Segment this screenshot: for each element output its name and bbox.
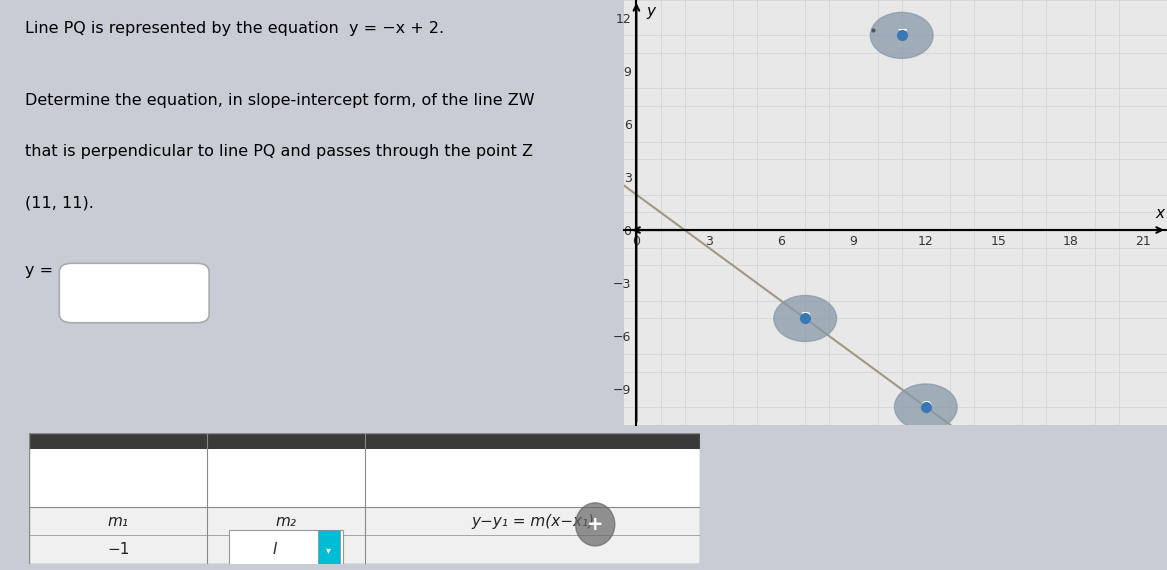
Text: x: x: [1155, 206, 1165, 221]
Bar: [29, 449, 700, 507]
Text: Slope of Line PQ: Slope of Line PQ: [56, 463, 180, 477]
Text: +: +: [587, 515, 603, 534]
Text: Z: Z: [897, 28, 907, 41]
Text: Line PQ is represented by the equation  y = −x + 2.: Line PQ is represented by the equation y…: [25, 21, 445, 36]
Circle shape: [871, 13, 934, 58]
FancyBboxPatch shape: [60, 263, 209, 323]
Text: that is perpendicular to line PQ and passes through the point Z: that is perpendicular to line PQ and pas…: [25, 144, 533, 160]
Bar: [319, 530, 340, 569]
Text: (11, 11).: (11, 11).: [25, 196, 93, 210]
Circle shape: [894, 384, 957, 430]
Text: y−y₁ = m(x−x₁): y−y₁ = m(x−x₁): [470, 514, 594, 528]
Circle shape: [774, 295, 837, 341]
Bar: [29, 507, 700, 564]
Text: m₁: m₁: [107, 514, 128, 528]
Text: y: y: [647, 3, 655, 19]
Text: −1: −1: [107, 543, 130, 557]
Text: Determine the equation, in slope-intercept form, of the line ZW: Determine the equation, in slope-interce…: [25, 93, 534, 108]
Text: ▾: ▾: [327, 545, 331, 555]
FancyBboxPatch shape: [229, 530, 343, 570]
Circle shape: [575, 503, 615, 546]
Text: y =: y =: [25, 263, 54, 278]
Bar: [29, 433, 700, 507]
Text: Q: Q: [921, 400, 931, 413]
Text: Point-Slope Form of
Line ZW: Point-Slope Form of Line ZW: [457, 456, 607, 484]
Text: Slope of Line ZW: Slope of Line ZW: [223, 463, 349, 477]
Text: P: P: [801, 311, 810, 324]
Text: m₂: m₂: [275, 514, 296, 528]
Text: I: I: [273, 543, 278, 557]
